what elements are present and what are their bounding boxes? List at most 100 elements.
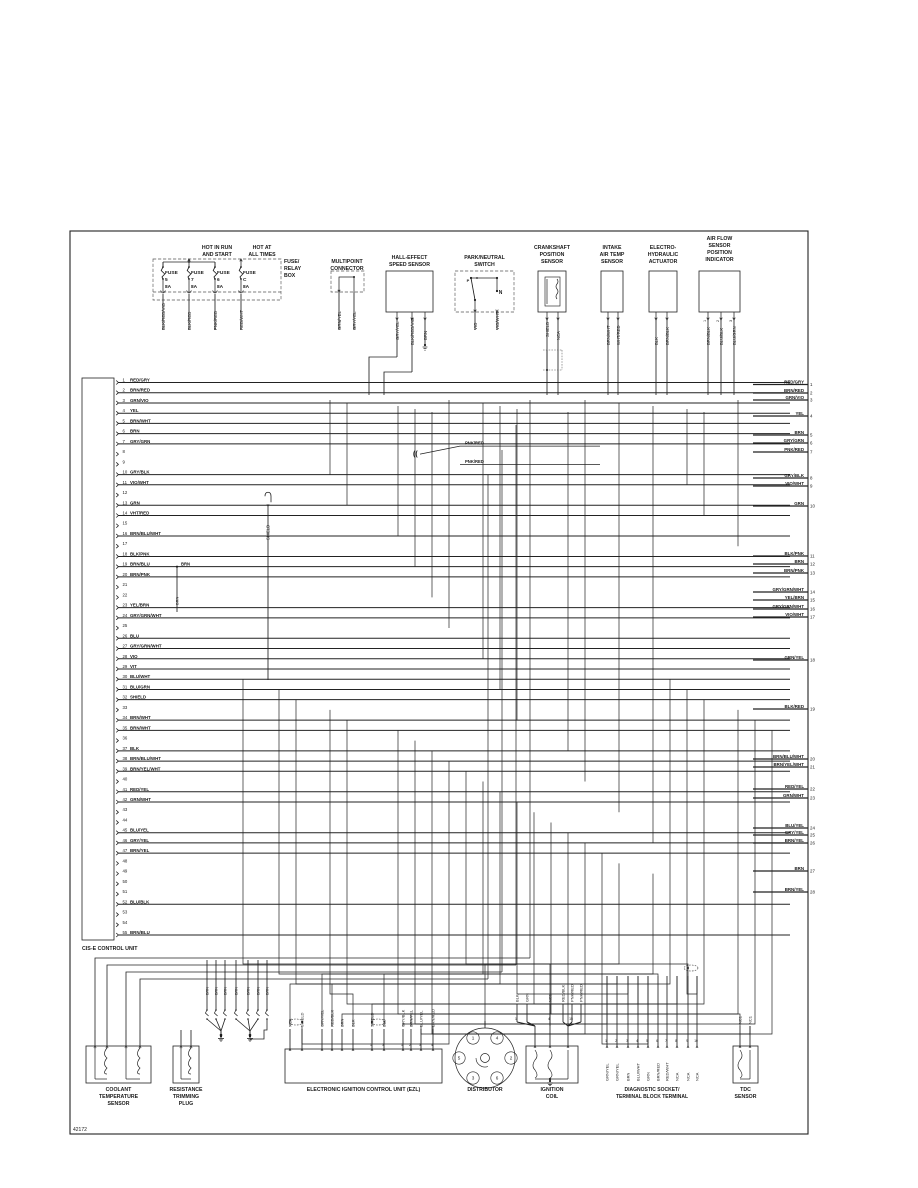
svg-text:24: 24 [123, 613, 128, 618]
svg-text:1: 1 [810, 382, 813, 387]
svg-text:2: 2 [716, 320, 720, 322]
svg-text:AIR FLOW: AIR FLOW [707, 236, 733, 242]
svg-text:NCA: NCA [695, 1072, 700, 1081]
svg-text:41: 41 [123, 787, 128, 792]
svg-text:HOT AT: HOT AT [253, 245, 273, 251]
svg-text:BRN/PNK: BRN/PNK [784, 568, 805, 573]
svg-text:46: 46 [123, 838, 128, 843]
svg-text:BRN/RED: BRN/RED [656, 1063, 661, 1081]
svg-text:PNK/RED: PNK/RED [570, 984, 575, 1002]
svg-text:3: 3 [729, 320, 733, 322]
svg-text:18: 18 [123, 551, 128, 556]
svg-text:39: 39 [123, 766, 128, 771]
svg-text:25: 25 [810, 833, 815, 838]
svg-text:RED/GRY: RED/GRY [784, 379, 804, 384]
svg-text:43: 43 [123, 807, 128, 812]
svg-text:21: 21 [810, 765, 815, 770]
svg-text:26: 26 [123, 633, 128, 638]
svg-text:CIS-E CONTROL UNIT: CIS-E CONTROL UNIT [82, 946, 138, 952]
svg-text:ACTUATOR: ACTUATOR [649, 259, 678, 265]
svg-text:SWITCH: SWITCH [474, 262, 495, 268]
svg-text:BLK/RED: BLK/RED [784, 704, 804, 709]
svg-text:5: 5 [810, 433, 813, 438]
svg-text:27: 27 [123, 644, 128, 649]
svg-text:23: 23 [123, 603, 128, 608]
svg-text:BLK: BLK [130, 746, 140, 751]
svg-text:TDC: TDC [740, 1087, 751, 1093]
svg-text:DIAGNOSTIC SOCKET/: DIAGNOSTIC SOCKET/ [624, 1087, 680, 1093]
svg-text:BRN/BLK: BRN/BLK [706, 327, 711, 345]
svg-text:ELECTRO-: ELECTRO- [650, 245, 677, 251]
svg-text:HYDRAULIC: HYDRAULIC [648, 252, 679, 258]
svg-text:BRN/BLU: BRN/BLU [130, 562, 150, 567]
svg-text:BRN: BRN [265, 987, 269, 995]
svg-text:4: 4 [636, 1039, 638, 1043]
svg-text:SENSOR: SENSOR [601, 259, 623, 265]
svg-text:BLK/PNK: BLK/PNK [130, 551, 150, 556]
svg-text:INTAKE: INTAKE [603, 245, 622, 251]
svg-text:ELECTRONIC IGNITION CONTROL UN: ELECTRONIC IGNITION CONTROL UNIT (EZL) [307, 1087, 421, 1093]
svg-text:15: 15 [123, 521, 128, 526]
svg-text:4: 4 [810, 414, 813, 419]
svg-text:IGNITION: IGNITION [540, 1087, 563, 1093]
svg-text:3: 3 [472, 1076, 475, 1081]
svg-text:7: 7 [123, 439, 126, 444]
svg-text:GRY/GRN: GRY/GRN [784, 438, 804, 443]
svg-text:23: 23 [810, 796, 815, 801]
svg-text:SHIELD: SHIELD [266, 525, 271, 540]
svg-text:VIO/WHT: VIO/WHT [130, 480, 149, 485]
svg-text:3: 3 [810, 398, 813, 403]
svg-text:6: 6 [123, 429, 126, 434]
svg-text:BLK/RED/VIO: BLK/RED/VIO [410, 317, 415, 345]
svg-text:BRN: BRN [794, 559, 804, 564]
svg-text:ALL TIMES: ALL TIMES [248, 252, 276, 258]
svg-text:VIO: VIO [130, 654, 138, 659]
svg-text:BRN: BRN [794, 866, 804, 871]
svg-text:31: 31 [123, 684, 128, 689]
svg-text:8A: 8A [165, 284, 172, 290]
svg-text:FUSE: FUSE [243, 270, 257, 276]
svg-text:12: 12 [123, 490, 128, 495]
svg-text:8A: 8A [243, 284, 250, 290]
svg-text:PLUG: PLUG [179, 1101, 193, 1107]
svg-text:BLU/WHT: BLU/WHT [130, 674, 151, 679]
svg-text:52: 52 [123, 899, 128, 904]
svg-text:C: C [243, 277, 247, 283]
svg-text:BRN/PNK: BRN/PNK [130, 572, 151, 577]
svg-text:11: 11 [123, 480, 128, 485]
svg-text:6: 6 [217, 277, 220, 283]
svg-text:BRN/YEL/WHT: BRN/YEL/WHT [774, 762, 805, 767]
svg-text:RED/BLK: RED/BLK [561, 985, 566, 1002]
svg-text:YEL/BRN: YEL/BRN [785, 595, 804, 600]
svg-text:SHIELD: SHIELD [130, 695, 146, 700]
svg-text:NCA: NCA [556, 331, 561, 340]
svg-text:GRN/WHT: GRN/WHT [130, 797, 151, 802]
svg-text:BLK: BLK [654, 337, 659, 345]
svg-text:GRY/GRN/WHT: GRY/GRN/WHT [772, 587, 804, 592]
svg-text:8: 8 [123, 449, 126, 454]
svg-text:6: 6 [810, 441, 813, 446]
svg-text:9: 9 [686, 1039, 688, 1043]
svg-text:2: 2 [810, 391, 813, 396]
svg-text:1: 1 [472, 1036, 475, 1041]
svg-text:YEL/BRN: YEL/BRN [130, 603, 149, 608]
svg-text:5: 5 [165, 277, 168, 283]
svg-text:3: 3 [419, 1043, 421, 1047]
svg-text:32: 32 [123, 695, 128, 700]
svg-text:CRANKSHAFT: CRANKSHAFT [534, 245, 571, 251]
svg-text:51: 51 [123, 889, 128, 894]
svg-text:19: 19 [810, 707, 815, 712]
svg-text:GRY/YEL: GRY/YEL [395, 321, 400, 340]
svg-text:5: 5 [458, 1056, 461, 1061]
svg-text:RESISTANCE: RESISTANCE [169, 1087, 203, 1093]
svg-text:19: 19 [123, 562, 128, 567]
svg-text:BRN: BRN [214, 987, 218, 995]
svg-text:9: 9 [123, 459, 126, 464]
svg-text:20: 20 [810, 757, 815, 762]
svg-text:36: 36 [123, 736, 128, 741]
svg-text:GRY/GRN/WHT: GRY/GRN/WHT [130, 644, 162, 649]
svg-text:17: 17 [123, 541, 128, 546]
svg-text:BRN/YEL/WHT: BRN/YEL/WHT [130, 766, 161, 771]
svg-text:13: 13 [123, 500, 128, 505]
svg-text:VIO/WHT: VIO/WHT [785, 612, 804, 617]
